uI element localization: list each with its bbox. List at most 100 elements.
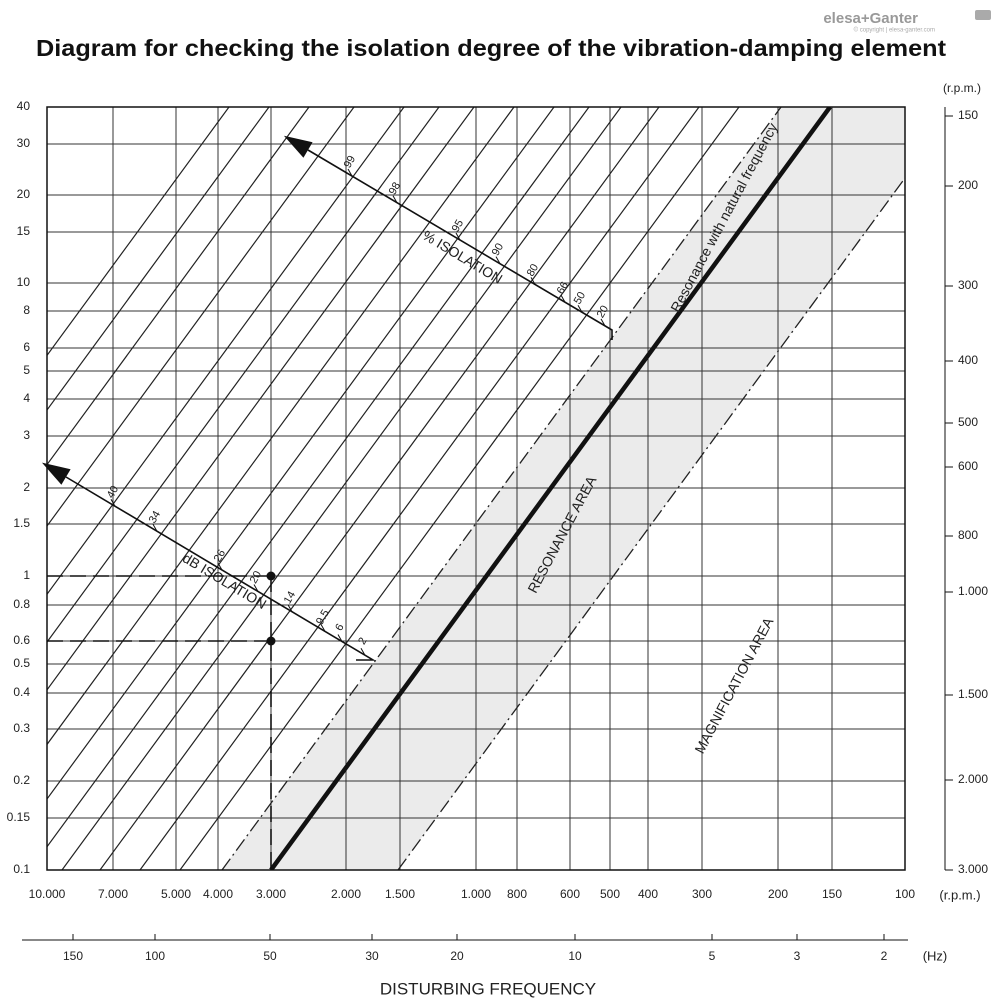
left-tick-label: 0.1	[13, 862, 30, 876]
right-axis-unit: (r.p.m.)	[943, 81, 981, 95]
db-scale-tick-label: 2	[356, 636, 369, 647]
left-tick-label: 10	[17, 275, 31, 289]
bottom-tick-label: 3.000	[256, 887, 286, 901]
isolation-line	[47, 107, 515, 746]
bottom-tick-label: 400	[638, 887, 658, 901]
right-tick-label: 200	[958, 178, 978, 192]
example-line	[47, 575, 272, 870]
example-dot	[266, 571, 276, 581]
bottom-tick-label: 1.000	[461, 887, 491, 901]
hz-tick-label: 30	[365, 949, 379, 963]
right-tick-label: 600	[958, 459, 978, 473]
left-tick-label: 0.3	[13, 721, 30, 735]
left-tick-label: 0.15	[7, 810, 31, 824]
magnification-area-label: MAGNIFICATION AREA	[691, 614, 777, 756]
isolation-line	[99, 107, 660, 870]
left-tick-label: 1.5	[13, 516, 30, 530]
right-tick-label: 800	[958, 528, 978, 542]
hz-tick-label: 20	[450, 949, 464, 963]
bottom-tick-label: 300	[692, 887, 712, 901]
bottom-tick-label: 4.000	[203, 887, 233, 901]
left-tick-label: 15	[17, 224, 31, 238]
left-tick-label: 0.6	[13, 633, 30, 647]
db-scale-tick	[337, 634, 343, 642]
example-dot	[266, 636, 276, 646]
isolation-line	[179, 107, 740, 870]
left-tick-label: 6	[23, 340, 30, 354]
right-tick-label: 150	[958, 108, 978, 122]
bottom-tick-label: 10.000	[29, 887, 66, 901]
isolation-line	[139, 107, 700, 870]
copyright: © copyright | elesa-ganter.com	[854, 27, 935, 34]
percent-scale-tick-label: 80	[525, 262, 542, 279]
right-tick-label: 2.000	[958, 772, 988, 786]
percent-scale-label: % ISOLATION	[420, 227, 505, 287]
right-tick-label: 300	[958, 278, 978, 292]
db-scale-tick	[253, 584, 259, 592]
percent-scale-tick-label: 50	[572, 290, 589, 307]
left-tick-label: 0.5	[13, 656, 30, 670]
bottom-tick-label: 1.500	[385, 887, 415, 901]
isolation-line	[47, 107, 310, 466]
percent-scale-tick-label: 20	[595, 304, 612, 321]
percent-scale-tick-label: 99	[342, 154, 359, 171]
percent-scale-arrowhead	[283, 135, 313, 158]
isolation-line	[61, 107, 622, 870]
left-tick-label: 4	[23, 391, 30, 405]
db-scale-tick	[217, 562, 223, 571]
left-tick-label: 3	[23, 428, 30, 442]
percent-scale-tick-label: 66	[555, 280, 572, 297]
logo-badge	[975, 10, 991, 20]
db-scale-tick	[110, 498, 116, 507]
bottom-tick-label: 200	[768, 887, 788, 901]
right-tick-label: 3.000	[958, 862, 988, 876]
right-tick-label: 1.000	[958, 584, 988, 598]
db-scale-tick-label: 14	[282, 589, 299, 606]
isolation-line	[47, 107, 230, 357]
left-tick-label: 0.4	[13, 685, 30, 699]
band-edge	[397, 177, 905, 870]
db-scale-tick-label: 20	[248, 569, 265, 586]
db-scale-tick-label: 26	[212, 548, 229, 565]
percent-scale-tick	[577, 304, 583, 313]
percent-scale-tick	[560, 294, 566, 303]
hz-tick-label: 3	[794, 949, 801, 963]
left-tick-label: 20	[17, 187, 31, 201]
bottom-tick-label: 600	[560, 887, 580, 901]
isolation-line	[47, 107, 555, 801]
resonance-line	[269, 107, 832, 870]
percent-scale-tick	[455, 232, 461, 241]
right-tick-label: 1.500	[958, 687, 988, 701]
plot-frame	[46, 106, 906, 871]
db-scale-tick	[287, 604, 293, 612]
percent-scale-tick	[347, 168, 353, 177]
percent-scale-tick	[495, 256, 501, 264]
bottom-axis-unit: (r.p.m.)	[939, 887, 980, 902]
db-scale-axis	[65, 476, 376, 661]
isolation-line	[47, 107, 270, 412]
isolation-line	[47, 107, 355, 528]
bottom-tick-label: 7.000	[98, 887, 128, 901]
left-tick-label: 5	[23, 363, 30, 377]
db-scale-tick-label: 34	[147, 509, 164, 526]
percent-scale-tick	[392, 195, 398, 203]
logo: elesa+Ganter	[823, 10, 918, 27]
band-edge	[221, 107, 782, 870]
bottom-tick-label: 100	[895, 887, 915, 901]
db-scale-tick	[152, 523, 158, 532]
left-tick-label: 2	[23, 480, 30, 494]
left-tick-label: 30	[17, 136, 31, 150]
isolation-line	[47, 107, 440, 644]
hz-tick-label: 2	[881, 949, 888, 963]
percent-scale-tick-label: 98	[387, 180, 404, 197]
hz-tick-label: 150	[63, 949, 83, 963]
left-tick-label: 0.2	[13, 773, 30, 787]
percent-scale-tick	[530, 277, 536, 285]
left-tick-label: 0.8	[13, 597, 30, 611]
db-scale-tick	[320, 624, 326, 632]
right-tick-label: 500	[958, 415, 978, 429]
bottom-tick-label: 150	[822, 887, 842, 901]
percent-scale-tick-label: 95	[450, 218, 467, 235]
hz-tick-label: 50	[263, 949, 277, 963]
